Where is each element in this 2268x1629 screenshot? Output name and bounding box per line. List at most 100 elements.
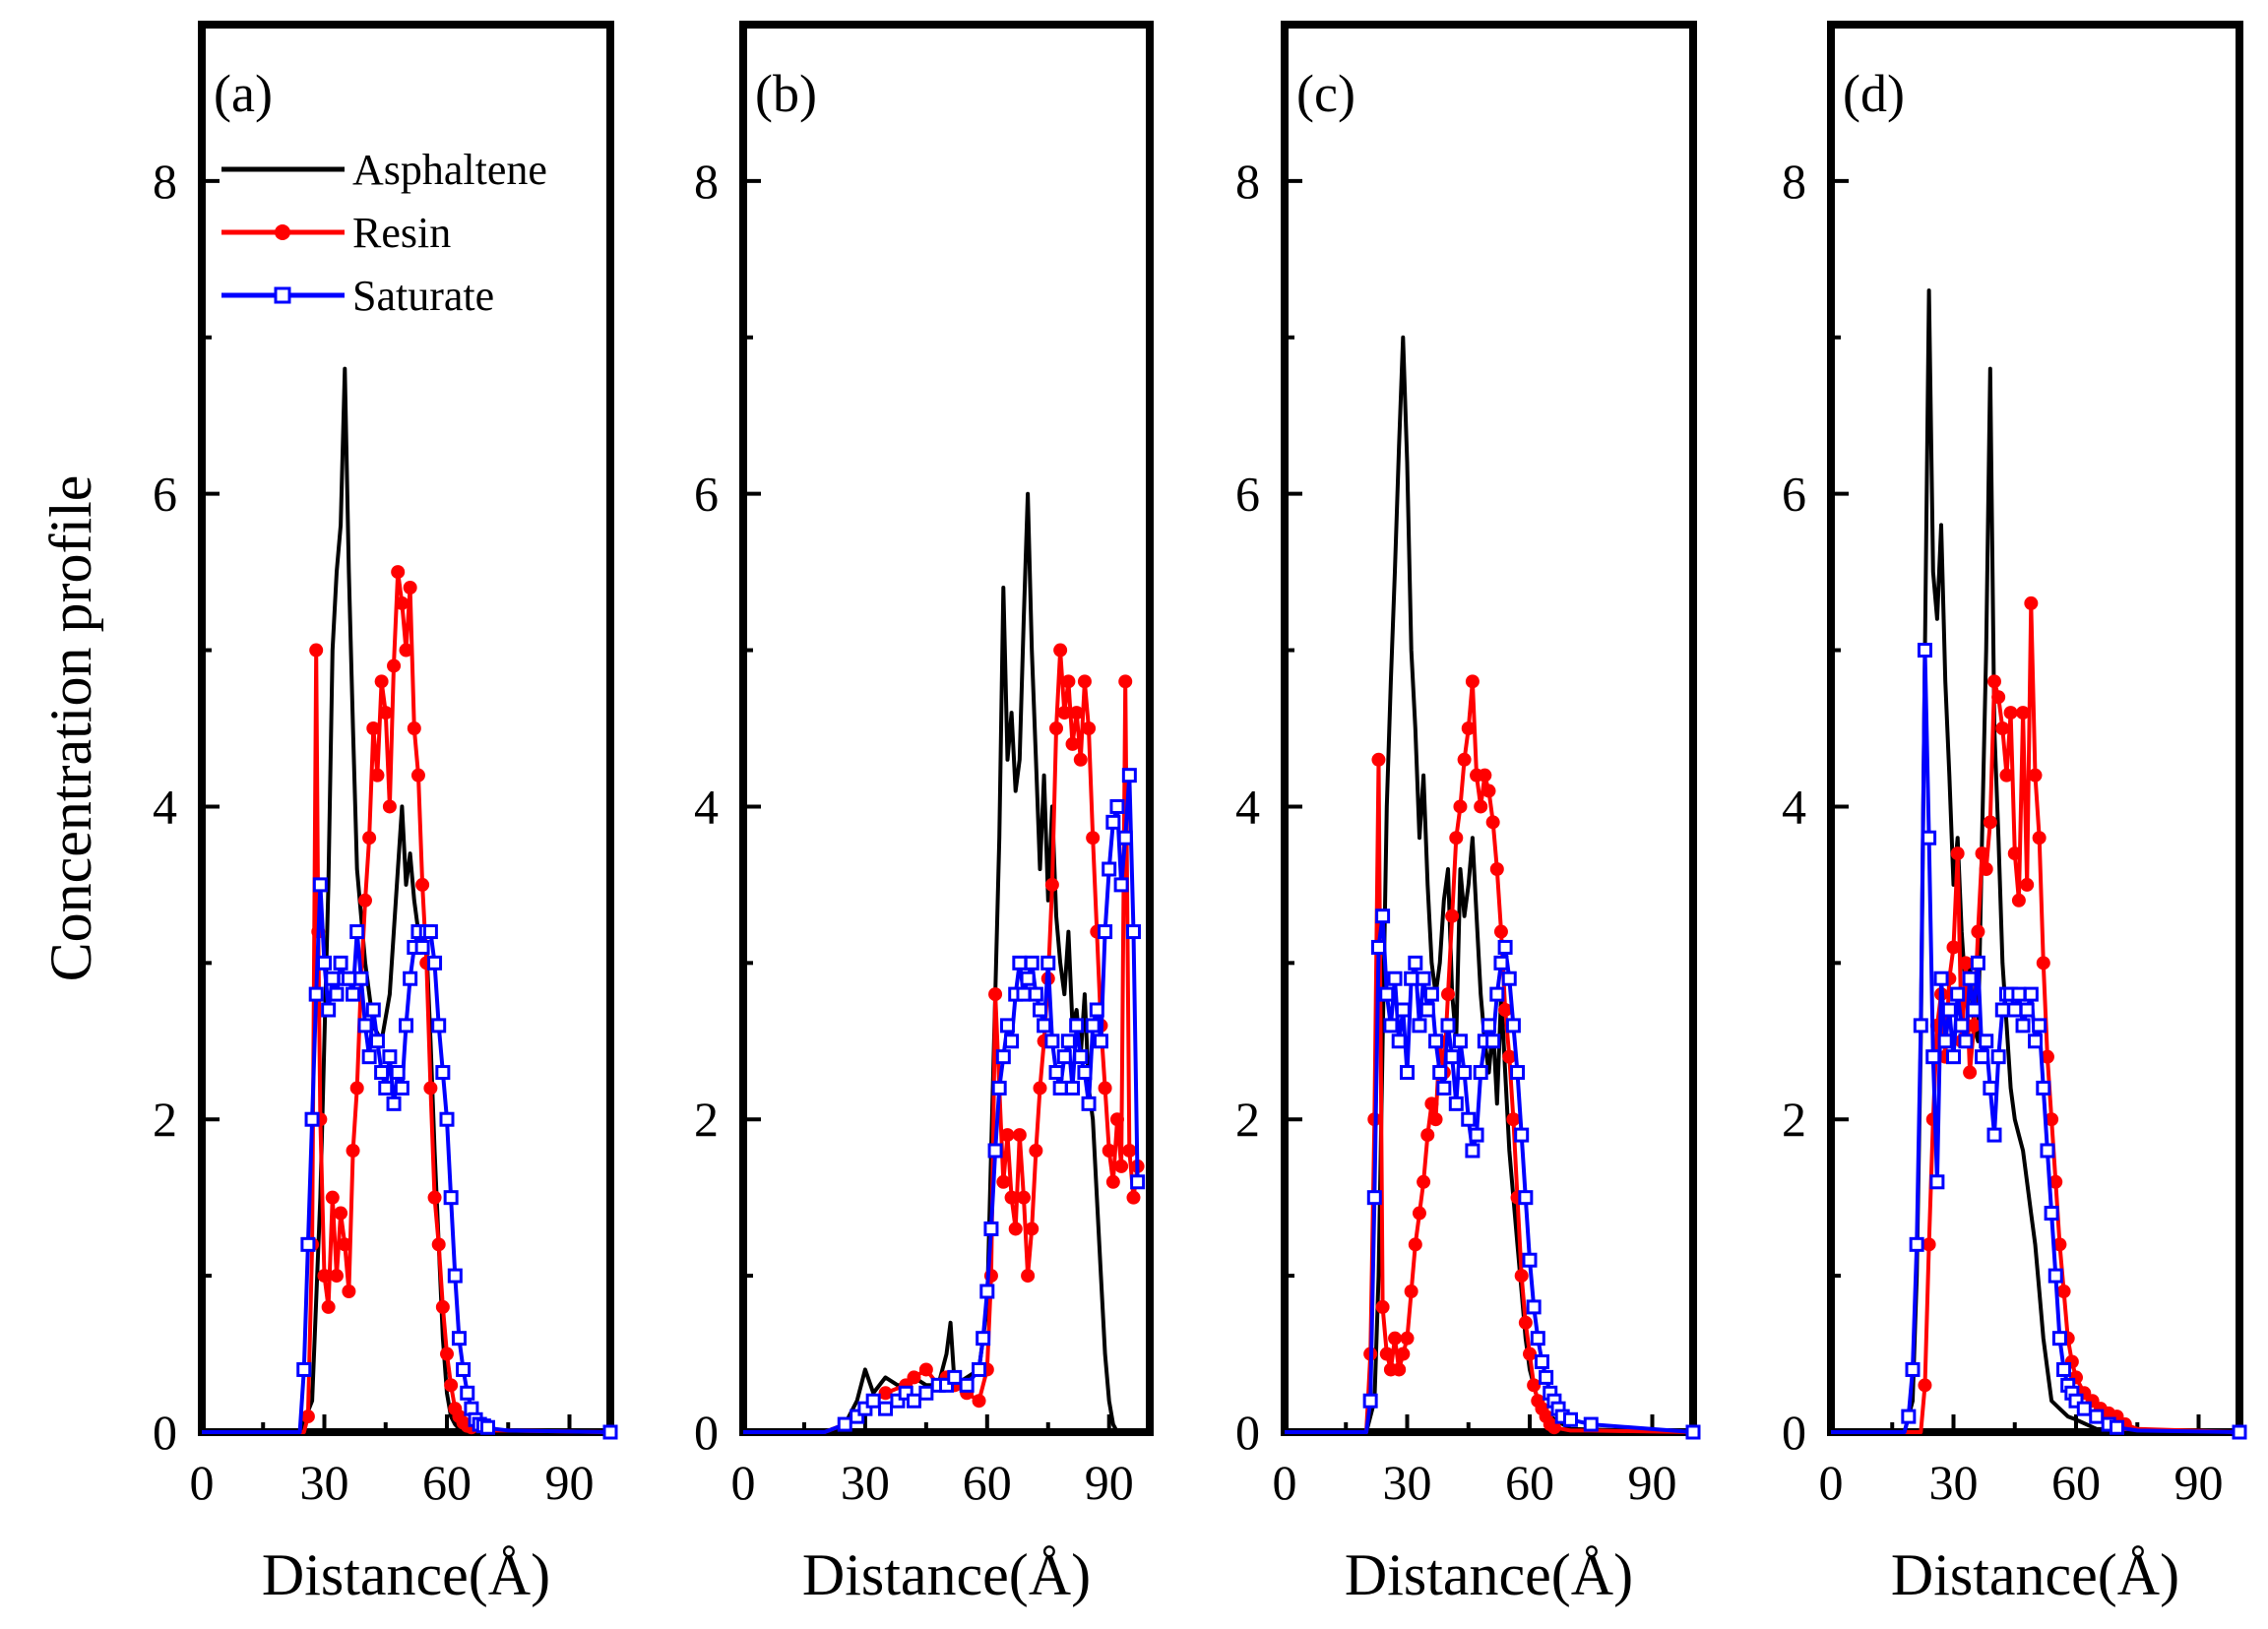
plot-frame xyxy=(1281,21,1697,1436)
saturate-point xyxy=(1909,1236,1924,1252)
saturate-point xyxy=(1901,1409,1917,1424)
resin-point xyxy=(2003,706,2018,721)
y-tick-label: 2 xyxy=(153,1092,177,1147)
saturate-point xyxy=(1098,924,1113,940)
saturate-point xyxy=(1113,877,1129,893)
resin-point xyxy=(996,1174,1011,1189)
y-tick-label: 4 xyxy=(1235,779,1260,834)
resin-point xyxy=(403,581,417,595)
series-saturate xyxy=(743,768,1146,1434)
saturate-point xyxy=(1375,908,1391,924)
resin-point xyxy=(1029,1144,1043,1158)
saturate-point xyxy=(1102,861,1117,877)
saturate-point xyxy=(1065,1080,1081,1096)
saturate-point xyxy=(991,1080,1007,1096)
saturate-point xyxy=(1408,955,1423,971)
resin-point xyxy=(1506,1112,1521,1127)
resin-point xyxy=(423,1081,438,1096)
resin-point xyxy=(1105,1174,1120,1189)
resin-point xyxy=(382,799,397,814)
series-asphaltene xyxy=(743,491,1150,1434)
saturate-point xyxy=(1069,1018,1085,1034)
resin-point xyxy=(1077,674,1092,689)
saturate-point xyxy=(460,1385,475,1401)
resin-point xyxy=(1502,1049,1517,1064)
saturate-point xyxy=(1505,1018,1521,1034)
saturate-point xyxy=(1481,1018,1496,1034)
saturate-point xyxy=(1012,955,1028,971)
saturate-point xyxy=(1685,1424,1701,1440)
saturate-point xyxy=(906,1393,921,1409)
x-tick-label: 90 xyxy=(2174,1455,2224,1510)
saturate-point xyxy=(1563,1411,1578,1427)
x-tick-label: 90 xyxy=(1628,1455,1677,1510)
y-tick-label: 0 xyxy=(1235,1405,1260,1460)
saturate-point xyxy=(1534,1354,1549,1369)
resin-point xyxy=(1049,721,1064,735)
saturate-point xyxy=(2023,986,2039,1002)
saturate-point xyxy=(979,1284,995,1299)
resin-point xyxy=(1950,846,1965,861)
resin-point xyxy=(1991,690,2006,705)
resin-point xyxy=(1082,721,1097,735)
resin-point xyxy=(2016,706,2031,721)
y-tick-label: 6 xyxy=(153,467,177,522)
resin-point xyxy=(1044,877,1059,892)
panel-label: (b) xyxy=(755,64,817,123)
resin-point xyxy=(1412,1206,1426,1221)
saturate-point xyxy=(1105,814,1121,830)
resin-point xyxy=(1021,1269,1036,1284)
x-tick-label: 60 xyxy=(1505,1455,1554,1510)
resin-point xyxy=(1465,674,1480,689)
resin-point xyxy=(2007,846,2022,861)
y-tick-label: 6 xyxy=(1235,467,1260,522)
x-tick-label: 0 xyxy=(190,1455,215,1510)
saturate-point xyxy=(480,1419,495,1435)
resin-point xyxy=(1999,768,2014,783)
series-saturate xyxy=(202,877,618,1440)
resin-point xyxy=(1098,1081,1112,1096)
x-tick-label: 0 xyxy=(731,1455,756,1510)
saturate-point xyxy=(321,1002,337,1018)
resin-point xyxy=(1967,1018,1982,1033)
saturate-point xyxy=(378,1080,394,1096)
resin-point xyxy=(1963,1065,1978,1080)
series-line xyxy=(743,773,1140,1434)
saturate-point xyxy=(1514,1127,1530,1143)
series-line xyxy=(202,570,611,1434)
resin-point xyxy=(1498,1003,1513,1017)
resin-point xyxy=(387,658,402,673)
series-line xyxy=(1831,288,2240,1434)
resin-point xyxy=(435,1299,450,1314)
resin-point xyxy=(1546,1420,1561,1435)
resin-point xyxy=(1918,1378,1932,1393)
resin-point xyxy=(2032,831,2047,846)
resin-point xyxy=(325,1190,340,1205)
resin-point xyxy=(399,643,413,658)
resin-point xyxy=(1441,987,1455,1002)
x-tick-label: 60 xyxy=(2051,1455,2101,1510)
saturate-point xyxy=(1004,1034,1020,1049)
saturate-point xyxy=(1040,955,1056,971)
resin-point xyxy=(1404,1284,1418,1298)
saturate-point xyxy=(1362,1393,1378,1409)
resin-point xyxy=(370,768,385,783)
resin-point xyxy=(1518,1315,1533,1330)
saturate-point xyxy=(1979,1034,1994,1049)
saturate-point xyxy=(382,1049,398,1065)
x-tick-label: 90 xyxy=(545,1455,595,1510)
resin-point xyxy=(1478,768,1492,783)
x-tick-label: 30 xyxy=(1383,1455,1432,1510)
resin-point xyxy=(1975,846,1989,861)
resin-point xyxy=(346,1144,360,1158)
series-asphaltene xyxy=(1285,335,1694,1434)
y-tick-label: 2 xyxy=(1782,1092,1806,1147)
resin-point xyxy=(1004,1190,1019,1205)
legend-marker xyxy=(275,224,290,240)
saturate-point xyxy=(2232,1424,2247,1440)
resin-point xyxy=(329,1269,344,1284)
resin-point xyxy=(1979,862,1993,876)
resin-point xyxy=(338,1237,352,1252)
resin-point xyxy=(1474,799,1488,814)
